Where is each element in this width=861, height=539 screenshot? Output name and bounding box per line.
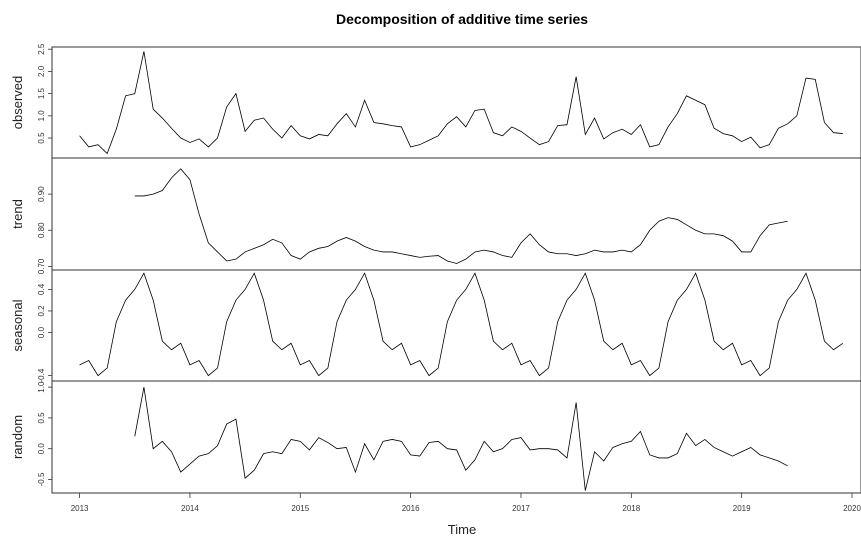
- y-tick-label-seasonal: -0.4: [37, 368, 46, 382]
- x-tick-label: 2016: [402, 504, 420, 513]
- panel-observed: 0.5 1.0 1.5 2.0 2.5 observed: [10, 43, 861, 159]
- y-axis-label-seasonal: seasonal: [10, 299, 25, 351]
- panels-group: 0.5 1.0 1.5 2.0 2.5 observed 0.70 0.80 0.90 trend…: [10, 43, 861, 494]
- panel-frame-seasonal: [51, 269, 861, 382]
- series-line-observed: [79, 51, 843, 155]
- x-tick-label: 2017: [512, 504, 530, 513]
- panel-random: -0.5 0.0 0.5 1.0 random: [10, 380, 861, 494]
- y-tick-label-random: 0.5: [37, 412, 46, 424]
- y-tick-label-trend: 0.80: [37, 222, 46, 238]
- y-axis-label-observed: observed: [10, 76, 25, 129]
- series-line-seasonal: [79, 272, 844, 377]
- panel-frame-random: [51, 380, 861, 494]
- y-tick-label-observed: 2.0: [37, 65, 46, 77]
- y-tick-label-trend: 0.70: [37, 258, 46, 274]
- y-tick-label-trend: 0.90: [37, 186, 46, 202]
- y-tick-label-random: -0.5: [37, 472, 46, 486]
- y-tick-label-random: 0.0: [37, 443, 46, 455]
- x-axis: 2013 2014 2015 2016 2017 2018 2019 2020: [71, 493, 861, 513]
- panel-frame-trend: [51, 157, 861, 271]
- y-axis-label-trend: trend: [10, 199, 25, 229]
- series-line-trend: [134, 168, 788, 264]
- series-line-random: [134, 387, 788, 491]
- y-tick-label-observed: 1.5: [37, 88, 46, 100]
- x-tick-label: 2013: [71, 504, 89, 513]
- y-tick-label-seasonal: 0.2: [37, 305, 46, 317]
- y-tick-label-observed: 2.5: [37, 43, 46, 55]
- y-axis-label-random: random: [10, 415, 25, 459]
- y-tick-label-observed: 1.0: [37, 110, 46, 122]
- panel-frame-observed: [51, 46, 861, 159]
- x-tick-label: 2014: [181, 504, 199, 513]
- y-tick-label-observed: 0.5: [37, 132, 46, 144]
- x-tick-label: 2018: [622, 504, 640, 513]
- panel-trend: 0.70 0.80 0.90 trend: [10, 157, 861, 274]
- panel-seasonal: -0.4 0.0 0.2 0.4 seasonal: [10, 269, 861, 383]
- x-tick-label: 2019: [733, 504, 751, 513]
- x-axis-label: Time: [448, 522, 476, 537]
- x-tick-label: 2020: [843, 504, 861, 513]
- y-tick-label-seasonal: 0.0: [37, 326, 46, 338]
- chart-title: Decomposition of additive time series: [336, 11, 588, 27]
- x-tick-label: 2015: [291, 504, 309, 513]
- y-tick-label-random: 1.0: [37, 381, 46, 393]
- y-tick-label-seasonal: 0.4: [37, 283, 46, 295]
